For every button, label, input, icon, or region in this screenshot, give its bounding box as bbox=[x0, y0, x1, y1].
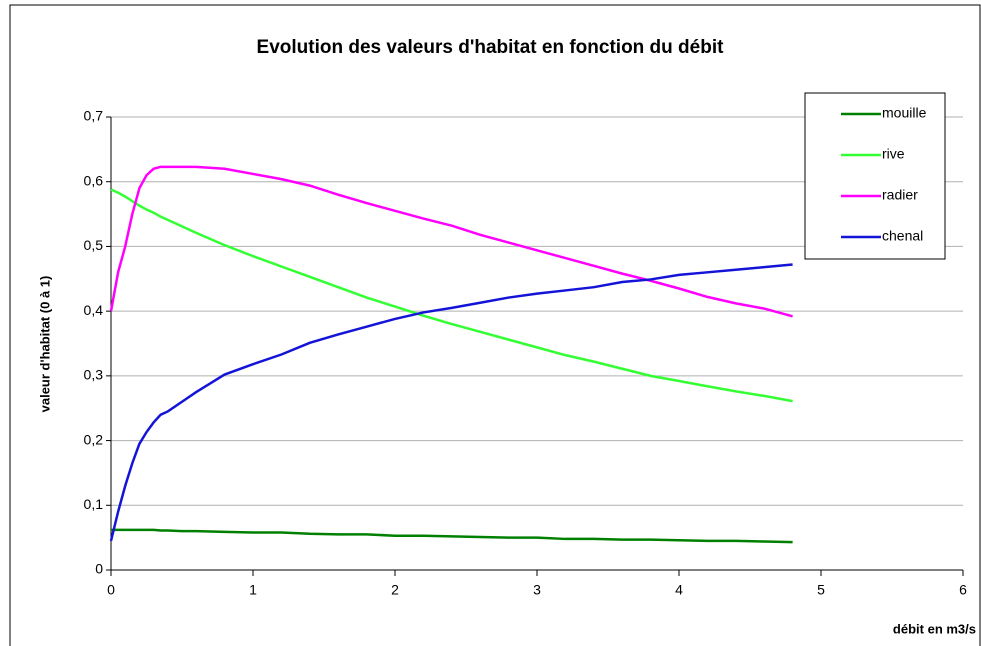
x-axis-label: débit en m3/s bbox=[893, 621, 976, 636]
x-tick-label: 3 bbox=[533, 582, 541, 598]
x-tick-label: 6 bbox=[959, 582, 967, 598]
y-tick-label: 0,1 bbox=[84, 496, 104, 512]
x-tick-label: 5 bbox=[817, 582, 825, 598]
legend-box bbox=[804, 92, 946, 260]
y-tick-label: 0 bbox=[95, 561, 103, 577]
legend-label: mouille bbox=[882, 105, 927, 121]
y-tick-label: 0,3 bbox=[84, 367, 104, 383]
chart-title: Evolution des valeurs d'habitat en fonct… bbox=[257, 37, 725, 58]
series-line bbox=[111, 528, 793, 544]
legend-label: chenal bbox=[882, 228, 923, 244]
x-tick-label: 1 bbox=[249, 582, 257, 598]
series-line bbox=[109, 263, 793, 542]
legend-label: radier bbox=[882, 187, 918, 203]
x-tick-label: 4 bbox=[675, 582, 683, 598]
y-tick-label: 0,5 bbox=[84, 237, 104, 253]
legend-label: rive bbox=[882, 146, 905, 162]
y-tick-label: 0,7 bbox=[84, 108, 104, 124]
y-tick-label: 0,4 bbox=[84, 302, 104, 318]
x-tick-label: 2 bbox=[391, 582, 399, 598]
x-tick-label: 0 bbox=[107, 582, 115, 598]
y-axis-label: valeur d'habitat (0 à 1) bbox=[37, 276, 52, 413]
y-tick-label: 0,6 bbox=[84, 172, 104, 188]
y-tick-label: 0,2 bbox=[84, 431, 104, 447]
series-line bbox=[110, 188, 793, 403]
